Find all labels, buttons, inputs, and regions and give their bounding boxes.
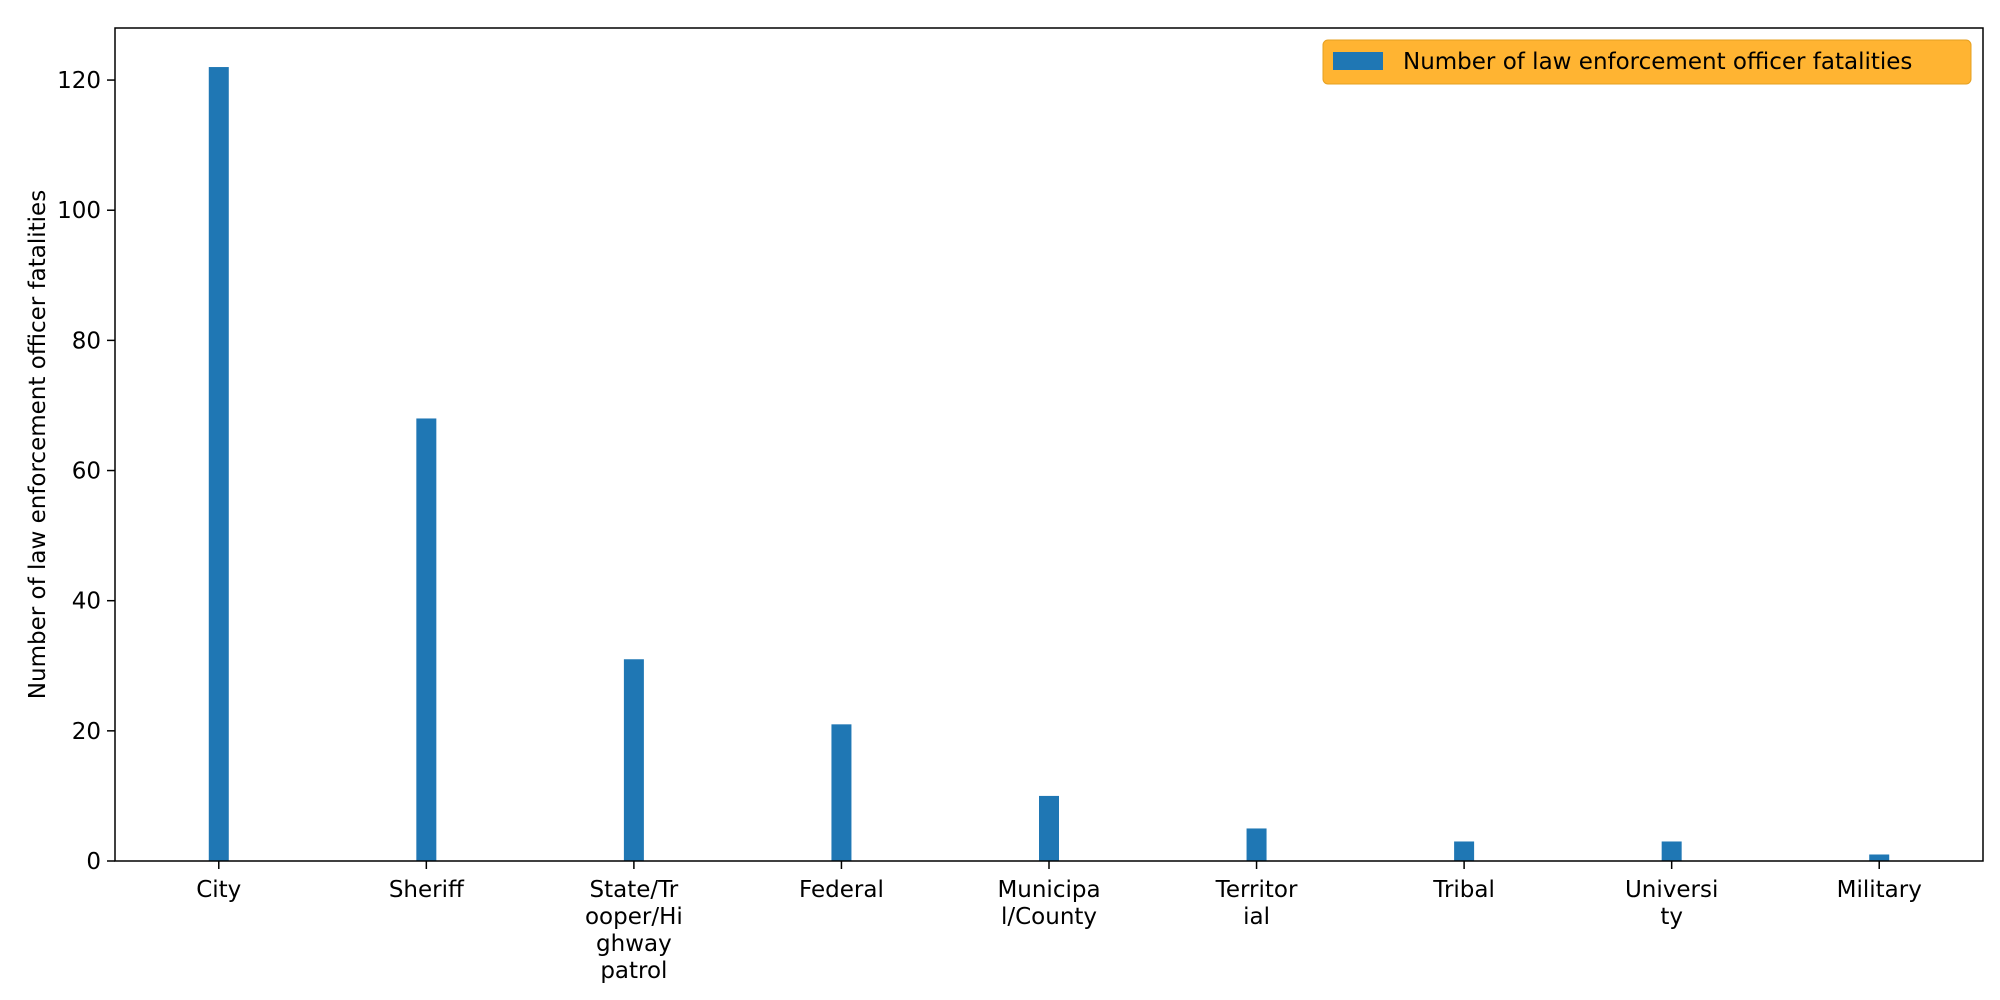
x-tick-label: City [196,877,241,903]
bars-group [208,67,1890,861]
x-tick-label: Universi ty [1625,877,1718,930]
y-tick-label: 20 [72,719,101,745]
x-tick-label: Tribal [1432,877,1495,903]
legend-box [1322,39,1972,85]
bar-university [1661,841,1682,861]
bar-state-trooper-highway-patrol [623,659,644,861]
x-tick-label: Sheriff [389,877,465,903]
x-tick-label: Municipa l/County [997,877,1100,930]
y-tick-label: 60 [72,459,101,485]
y-tick-label: 40 [72,589,101,615]
x-tick-label: Military [1837,877,1922,903]
bar-territorial [1246,828,1267,861]
legend-label: Number of law enforcement officer fatali… [1403,49,1912,75]
x-axis: City Sheriff State/Tr ooper/Hi ghway patrol Fe… [196,861,1922,984]
x-tick-label: Territor ial [1215,877,1298,930]
bar-tribal [1454,841,1475,861]
bar-municipal-county [1039,795,1059,861]
y-tick-label: 80 [72,328,101,354]
x-tick-label: Federal [799,877,884,903]
legend: Number of law enforcement officer fatali… [1322,39,1972,85]
x-tick-label: State/Tr ooper/Hi ghway patrol [585,877,683,984]
y-axis-title: Number of law enforcement officer fatali… [25,190,51,699]
bar-military [1869,854,1890,861]
legend-swatch [1333,52,1383,70]
bar-federal [831,724,852,861]
y-axis: 0 20 40 60 80 100 120 [57,68,115,875]
y-tick-label: 120 [57,68,101,94]
y-tick-label: 0 [86,849,101,875]
bar-city [208,67,229,861]
y-tick-label: 100 [57,198,101,224]
plot-frame [114,27,1984,862]
bar-sheriff [416,418,437,861]
